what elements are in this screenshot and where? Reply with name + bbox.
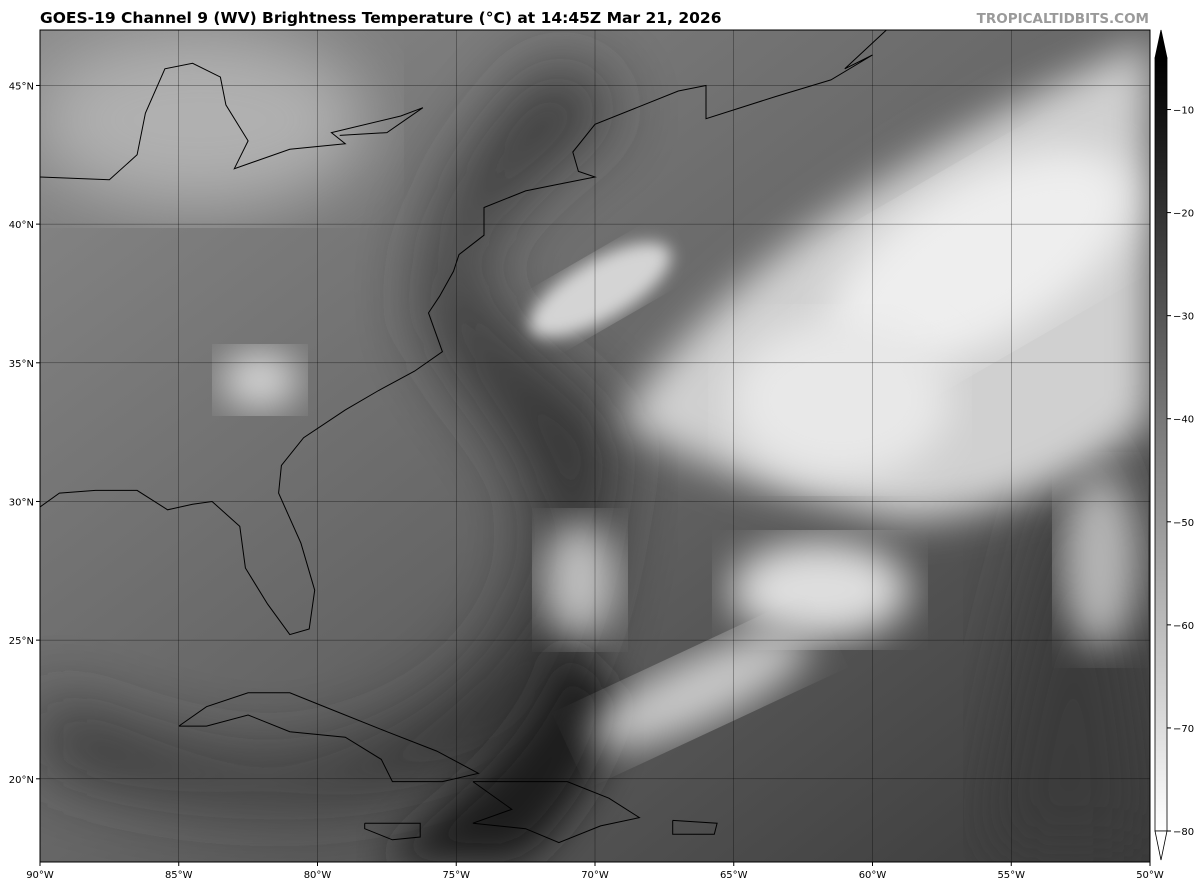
coastline bbox=[40, 30, 887, 636]
colorbar-tick-label: −10 bbox=[1173, 106, 1194, 117]
colorbar-bar bbox=[1154, 57, 1168, 832]
longitude-axis: 90°W 85°W 80°W 75°W 70°W 65°W 60°W 55°W 50°W bbox=[26, 862, 1164, 881]
coastline bbox=[672, 819, 718, 835]
coastline bbox=[40, 62, 424, 181]
colorbar-tick-label: −40 bbox=[1173, 415, 1194, 426]
map-title: GOES-19 Channel 9 (WV) Brightness Temper… bbox=[40, 9, 722, 27]
lon-tick-label: 65°W bbox=[720, 870, 748, 881]
graticule bbox=[40, 30, 1150, 862]
cloud-band bbox=[529, 40, 1150, 750]
lon-tick-label: 75°W bbox=[442, 870, 470, 881]
lon-tick-label: 50°W bbox=[1136, 870, 1164, 881]
colorbar-extend-min bbox=[1154, 830, 1168, 861]
lon-tick-label: 55°W bbox=[997, 870, 1025, 881]
coastline bbox=[364, 822, 421, 841]
lat-tick-label: 35°N bbox=[9, 359, 34, 370]
coastline bbox=[178, 692, 480, 783]
lon-tick-label: 80°W bbox=[304, 870, 332, 881]
colorbar-tick-label: −30 bbox=[1173, 312, 1194, 323]
lon-tick-label: 70°W bbox=[581, 870, 609, 881]
colorbar: −10 −20 −30 −40 −50 −60 −70 −80 bbox=[1154, 29, 1194, 861]
colorbar-tick-label: −60 bbox=[1173, 621, 1194, 632]
lon-tick-label: 85°W bbox=[165, 870, 193, 881]
lon-tick-label: 60°W bbox=[859, 870, 887, 881]
lat-tick-label: 25°N bbox=[9, 636, 34, 647]
colorbar-tick-label: −50 bbox=[1173, 518, 1194, 529]
colorbar-tick-label: −20 bbox=[1173, 209, 1194, 220]
colorbar-tick-label: −80 bbox=[1173, 827, 1194, 838]
coastline bbox=[472, 781, 641, 844]
lon-tick-label: 90°W bbox=[26, 870, 54, 881]
lat-tick-label: 40°N bbox=[9, 220, 34, 231]
imagery bbox=[40, 30, 1150, 862]
lat-tick-label: 45°N bbox=[9, 81, 34, 92]
lat-tick-label: 30°N bbox=[9, 497, 34, 508]
coastlines bbox=[40, 30, 887, 844]
latitude-axis: 45°N 40°N 35°N 30°N 25°N 20°N bbox=[9, 81, 40, 786]
colorbar-tick-label: −70 bbox=[1173, 724, 1194, 735]
lat-tick-label: 20°N bbox=[9, 775, 34, 786]
watermark: TROPICALTIDBITS.COM bbox=[976, 11, 1149, 27]
colorbar-extend-max bbox=[1154, 29, 1168, 59]
